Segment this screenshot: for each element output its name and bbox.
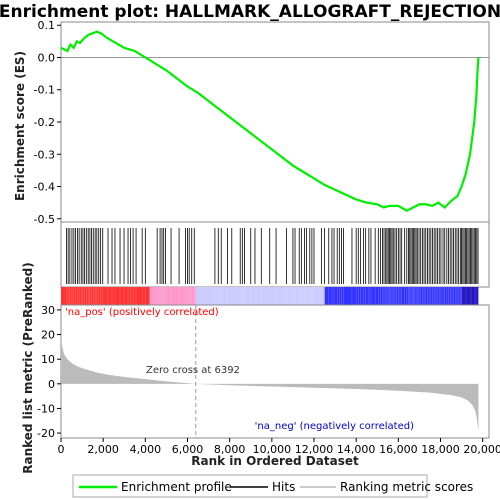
es-axis-label: Enrichment score (ES) <box>13 51 27 201</box>
x-axis-label: Rank in Ordered Dataset <box>191 454 359 468</box>
zero-cross-label: Zero cross at 6392 <box>146 365 240 376</box>
rank-colorbar-segment <box>149 287 196 305</box>
metric-ytick-label: 30 <box>41 304 55 317</box>
metric-panel-frame <box>60 304 490 439</box>
metric-panel: Ranked list metric (PreRanked) 30 20 10 0 -1… <box>21 262 490 474</box>
x-tick-label: 20,000 <box>463 443 500 456</box>
chart-title: Enrichment plot: HALLMARK_ALLOGRAFT_REJE… <box>0 2 500 22</box>
es-ytick-label: -0.5 <box>34 213 55 226</box>
es-ytick-label: 0.1 <box>38 19 56 32</box>
x-tick-label: 4,000 <box>130 443 162 456</box>
legend: Enrichment profile Hits Ranking metric s… <box>72 474 473 498</box>
es-ytick-label: -0.1 <box>34 84 55 97</box>
es-panel-frame <box>60 21 490 223</box>
es-ytick-label: -0.4 <box>34 181 55 194</box>
rank-colorbar <box>61 287 479 305</box>
ranking-metric-area <box>61 337 479 431</box>
x-tick-label: 16,000 <box>379 443 418 456</box>
legend-frame <box>72 474 428 498</box>
enrichment-profile-line <box>60 30 480 212</box>
es-ytick-label: -0.3 <box>34 148 55 161</box>
x-tick-label: 10,000 <box>253 443 292 456</box>
legend-label-hits: Hits <box>272 480 295 494</box>
metric-ytick-label: -10 <box>37 402 55 415</box>
positive-correlation-label: 'na_pos' (positively correlated) <box>65 307 219 318</box>
x-tick-label: 14,000 <box>337 443 376 456</box>
es-ytick-label: -0.2 <box>34 116 55 129</box>
legend-label-enrichment: Enrichment profile <box>121 480 232 494</box>
metric-ytick-label: 0 <box>48 378 55 391</box>
x-tick-label: 6,000 <box>172 443 204 456</box>
rank-colorbar-segment <box>195 287 325 305</box>
metric-axis-label: Ranked list metric (PreRanked) <box>21 262 35 474</box>
x-tick-label: 8,000 <box>214 443 246 456</box>
metric-ytick-label: 20 <box>41 329 55 342</box>
x-tick-label: 2,000 <box>87 443 119 456</box>
x-tick-label: 0 <box>58 443 65 456</box>
hits-panel <box>60 221 490 288</box>
negative-correlation-label: 'na_neg' (negatively correlated) <box>255 421 414 432</box>
es-panel: Enrichment score (ES) 0.1 0.0 -0.1 -0.2 -0.3… <box>13 19 490 226</box>
x-tick-label: 18,000 <box>421 443 460 456</box>
hits-panel-frame <box>60 221 490 288</box>
rank-colorbar-segment <box>324 287 462 305</box>
metric-ytick-label: 10 <box>41 353 55 366</box>
x-tick-label: 12,000 <box>295 443 334 456</box>
rank-colorbar-segment <box>61 287 150 305</box>
es-ytick-label: 0.0 <box>38 51 56 64</box>
rank-colorbar-segment <box>461 287 479 305</box>
metric-ytick-label: -20 <box>37 427 55 440</box>
legend-label-metric: Ranking metric scores <box>340 480 473 494</box>
